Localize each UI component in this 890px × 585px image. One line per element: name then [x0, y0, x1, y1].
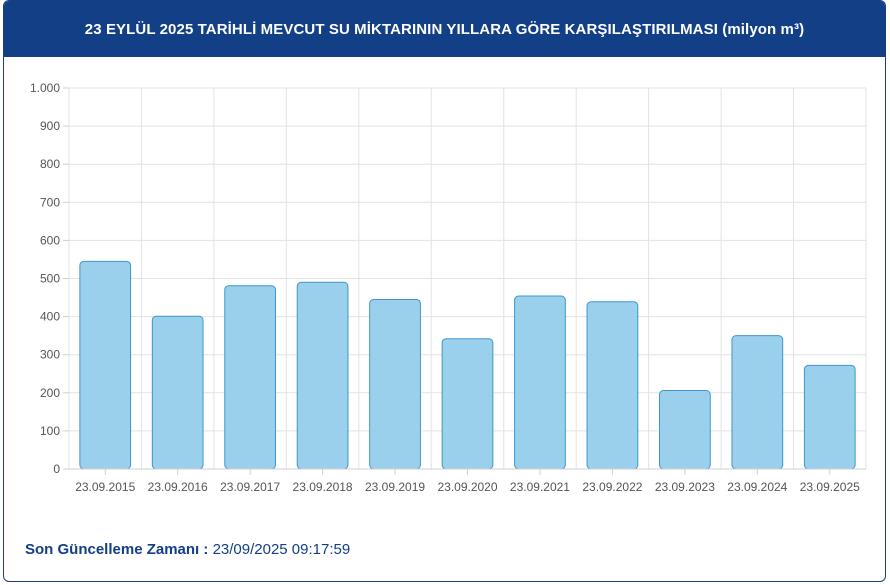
x-tick-label: 23.09.2021: [510, 480, 570, 494]
y-tick-label: 200: [40, 386, 60, 400]
bar-23.09.2019[interactable]: [369, 298, 421, 470]
y-tick-label: 600: [40, 233, 60, 247]
y-tick-label: 300: [40, 348, 60, 362]
axis-layer: 0 100 200 300 400 500 600 700 800 900 1.000 23.09.2…: [30, 81, 866, 494]
y-tick-label: 800: [40, 157, 60, 171]
last-update-timestamp: 23/09/2025 09:17:59: [212, 541, 351, 558]
bar-23.09.2021[interactable]: [514, 295, 566, 470]
bar-23.09.2022[interactable]: [586, 301, 639, 470]
y-tick-label: 0: [53, 462, 60, 476]
bar-23.09.2017[interactable]: [224, 285, 276, 470]
x-tick-label: 23.09.2018: [293, 480, 353, 494]
chart-title: 23 EYLÜL 2025 TARİHLİ MEVCUT SU MİKTARIN…: [84, 20, 805, 38]
y-tick-label: 900: [40, 119, 60, 133]
last-update: Son Güncelleme Zamanı : 23/09/2025 09:17…: [25, 541, 350, 558]
x-tick-label: 23.09.2019: [365, 480, 425, 494]
bar-23.09.2016[interactable]: [151, 315, 204, 470]
y-tick-label: 100: [40, 424, 60, 438]
y-tick-label: 700: [40, 195, 60, 209]
x-tick-label: 23.09.2023: [655, 480, 715, 494]
bar-23.09.2015[interactable]: [79, 260, 132, 470]
bar-23.09.2020[interactable]: [441, 338, 494, 470]
bar-layer: [79, 260, 856, 470]
chart-area: 0 100 200 300 400 500 600 700 800 900 1.000 23.09.2…: [4, 57, 885, 507]
x-tick-label: 23.09.2017: [220, 480, 280, 494]
bar-chart: 0 100 200 300 400 500 600 700 800 900 1.000 23.09.2…: [30, 81, 867, 494]
x-tick-label: 23.09.2015: [75, 480, 135, 494]
x-tick-label: 23.09.2022: [582, 480, 642, 494]
y-tick-label: 400: [40, 310, 60, 324]
bar-23.09.2025[interactable]: [803, 364, 856, 470]
panel-header: 23 EYLÜL 2025 TARİHLİ MEVCUT SU MİKTARIN…: [4, 1, 885, 57]
y-tick-label: 1.000: [30, 81, 60, 95]
last-update-label: Son Güncelleme Zamanı :: [25, 541, 209, 558]
bar-23.09.2024[interactable]: [731, 335, 784, 470]
bar-23.09.2023[interactable]: [659, 390, 711, 470]
y-tick-label: 500: [40, 272, 60, 286]
x-tick-label: 23.09.2024: [727, 480, 787, 494]
bar-23.09.2018[interactable]: [296, 281, 349, 470]
x-tick-label: 23.09.2020: [437, 480, 497, 494]
x-tick-label: 23.09.2025: [800, 480, 860, 494]
x-tick-label: 23.09.2016: [148, 480, 208, 494]
grid-layer: [68, 87, 867, 470]
chart-panel: 23 EYLÜL 2025 TARİHLİ MEVCUT SU MİKTARIN…: [3, 0, 886, 582]
